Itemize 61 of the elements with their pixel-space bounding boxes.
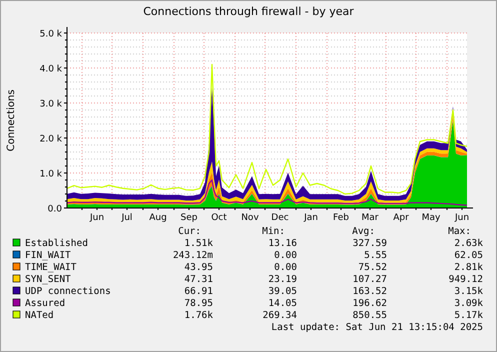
text: 949.12 [448,274,483,285]
text: 5.17k [454,310,484,321]
text: 3.09k [454,298,484,309]
x-tick-label: Jun [454,213,470,223]
y-axis-title: Connections [6,90,17,152]
x-tick-label: May [422,213,441,223]
text: Cur: [178,226,201,237]
legend-label: NATed [25,310,54,321]
text: 2.63k [454,238,484,249]
text: 0.00 [274,262,298,273]
text: 243.12m [172,250,214,261]
x-tick-label: Jan [303,213,318,223]
text: 14.05 [268,298,297,309]
legend-label: SYN_SENT [25,274,72,285]
text: 13.16 [268,238,298,249]
text: Last update: Sat Jun 21 13:15:04 2025 [271,322,483,333]
y-tick-label: 0.0 [48,204,62,214]
text: Avg: [352,226,375,237]
text: 47.31 [184,274,214,285]
text: 23.19 [268,274,298,285]
text: 78.95 [184,298,213,309]
x-tick-label: Mar [362,213,379,223]
x-tick-label: Jun [88,213,104,223]
legend-label: FIN_WAIT [25,250,72,261]
x-tick-label: Apr [393,213,410,223]
text: 75.52 [358,262,387,273]
text: 39.05 [268,286,297,297]
x-tick-label: Feb [333,213,350,223]
text: Max: [448,226,471,237]
y-tick-label: 4.0 k [40,64,63,74]
y-tick-label: 5.0 k [40,30,63,40]
text: 196.62 [352,298,387,309]
text: 163.52 [352,286,387,297]
x-tick-label: Nov [241,213,260,223]
text: 66.91 [184,286,214,297]
text: 5.55 [364,250,387,261]
legend-label: TIME_WAIT [25,262,77,273]
text: 1.76k [184,310,214,321]
text: 1.51k [184,238,214,249]
y-tick-label: 1.0 k [40,170,63,180]
text: 43.95 [184,262,213,273]
x-tick-label: Oct [211,213,228,223]
y-tick-label: 2.0 k [40,134,63,144]
text: 269.34 [262,310,298,321]
text: 850.55 [352,310,387,321]
chart-title: Connections through firewall - by year [143,5,354,18]
text: Min: [262,226,285,237]
x-tick-label: Sep [180,213,198,223]
legend-label: Established [25,238,88,249]
text: 0.00 [274,250,298,261]
text: 107.27 [352,274,387,285]
x-tick-label: Jul [120,213,132,223]
x-tick-label: Aug [149,213,167,223]
legend-label: UDP connections [25,286,111,297]
x-tick-label: Dec [271,213,289,223]
text: 327.59 [352,238,388,249]
text: 62.05 [454,250,483,261]
text: 3.15k [454,286,484,297]
legend-label: Assured [25,298,66,309]
text: 2.81k [454,262,484,273]
y-tick-label: 3.0 k [40,100,63,110]
